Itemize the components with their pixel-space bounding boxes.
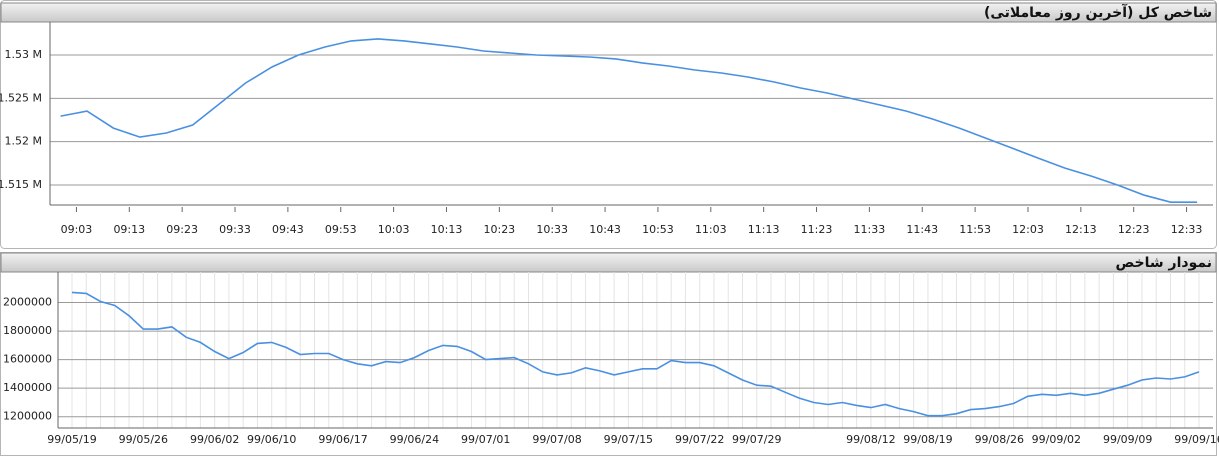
series-line xyxy=(71,291,1200,417)
panel xyxy=(0,252,1217,456)
x-tick-label: 10:43 xyxy=(589,223,621,236)
y-tick-label: 1400000 xyxy=(3,381,52,394)
y-tick-label: 2000000 xyxy=(3,296,52,309)
x-tick-label: 99/08/12 xyxy=(846,433,895,446)
x-tick-label: 11:23 xyxy=(801,223,833,236)
y-tick-label: 1800000 xyxy=(3,324,52,337)
y-tick-label: 1.525 M xyxy=(0,91,42,104)
panel-header xyxy=(0,252,1217,273)
x-tick-label: 99/07/08 xyxy=(532,433,581,446)
panel-header xyxy=(0,2,1217,23)
y-tick-label: 1.515 M xyxy=(0,178,42,191)
x-tick-label: 99/06/17 xyxy=(318,433,367,446)
x-tick-label: 12:13 xyxy=(1065,223,1097,236)
x-tick-label: 10:23 xyxy=(483,223,515,236)
y-tick-label: 1600000 xyxy=(3,353,52,366)
x-tick-label: 99/06/02 xyxy=(190,433,239,446)
x-tick-label: 99/09/02 xyxy=(1032,433,1081,446)
x-tick-label: 11:43 xyxy=(906,223,938,236)
x-tick-label: 09:23 xyxy=(166,223,198,236)
x-tick-label: 09:33 xyxy=(219,223,251,236)
x-tick-label: 99/07/01 xyxy=(461,433,510,446)
x-tick-label: 11:13 xyxy=(748,223,780,236)
y-tick-label: 1200000 xyxy=(3,410,52,423)
x-tick-label: 99/05/19 xyxy=(47,433,96,446)
x-tick-label: 99/06/10 xyxy=(247,433,296,446)
x-tick-label: 99/08/26 xyxy=(975,433,1024,446)
y-tick-label: 1.53 M xyxy=(5,48,42,61)
x-tick-label: 12:03 xyxy=(1012,223,1044,236)
x-tick-label: 99/07/29 xyxy=(732,433,781,446)
x-tick-label: 09:13 xyxy=(113,223,145,236)
x-tick-label: 09:03 xyxy=(61,223,93,236)
x-tick-label: 09:53 xyxy=(325,223,357,236)
panel xyxy=(0,0,1217,249)
y-tick-label: 1.52 M xyxy=(5,135,42,148)
x-tick-label: 10:33 xyxy=(536,223,568,236)
x-tick-label: 99/09/09 xyxy=(1103,433,1152,446)
x-tick-label: 99/07/22 xyxy=(675,433,724,446)
x-tick-label: 09:43 xyxy=(272,223,304,236)
x-tick-label: 11:33 xyxy=(854,223,886,236)
panel-title: نمودار شاخص xyxy=(1115,255,1212,271)
x-tick-label: 10:03 xyxy=(378,223,410,236)
x-tick-label: 10:53 xyxy=(642,223,674,236)
series-line xyxy=(60,38,1198,203)
x-tick-label: 99/05/26 xyxy=(119,433,168,446)
x-tick-label: 11:53 xyxy=(959,223,991,236)
x-tick-label: 99/07/15 xyxy=(604,433,653,446)
x-tick-label: 12:23 xyxy=(1118,223,1150,236)
x-tick-label: 11:03 xyxy=(695,223,727,236)
x-tick-label: 99/08/19 xyxy=(903,433,952,446)
x-tick-label: 99/09/16 xyxy=(1174,433,1219,446)
panel-title: شاخص کل (آخرین روز معاملاتی) xyxy=(984,3,1212,21)
x-tick-label: 12:33 xyxy=(1171,223,1203,236)
x-tick-label: 99/06/24 xyxy=(390,433,439,446)
x-tick-label: 10:13 xyxy=(431,223,463,236)
